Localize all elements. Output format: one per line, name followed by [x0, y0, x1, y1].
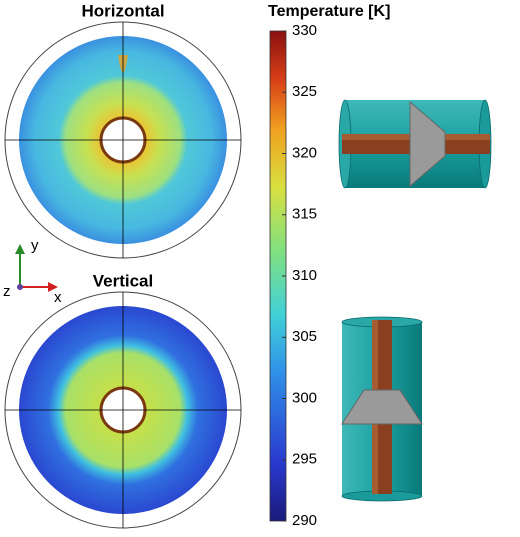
cylinder-vertical — [341, 316, 423, 502]
colorbar-ticks: 290 295 300 305 310 315 320 325 330 — [282, 22, 317, 529]
tick-label: 320 — [292, 144, 317, 161]
panel-title: Vertical — [93, 271, 154, 290]
tick-label: 305 — [292, 328, 317, 345]
disc-vertical — [4, 291, 242, 529]
tick-label: 325 — [292, 83, 317, 100]
tick-label: 300 — [292, 389, 317, 406]
tick-label: 290 — [292, 512, 317, 529]
tick-label: 310 — [292, 267, 317, 284]
axis-label: y — [31, 237, 39, 254]
tick-label: 315 — [292, 206, 317, 223]
tick-label: 295 — [292, 451, 317, 468]
panel-title: Horizontal — [81, 1, 164, 20]
axis-label: z — [3, 283, 11, 300]
colorbar-title: Temperature [K] — [268, 3, 390, 20]
axes-triad: y x z — [3, 237, 62, 306]
disc-horizontal — [4, 21, 242, 259]
cylinder-horizontal — [338, 99, 492, 189]
axis-label: x — [54, 289, 62, 306]
tick-label: 330 — [292, 22, 317, 39]
